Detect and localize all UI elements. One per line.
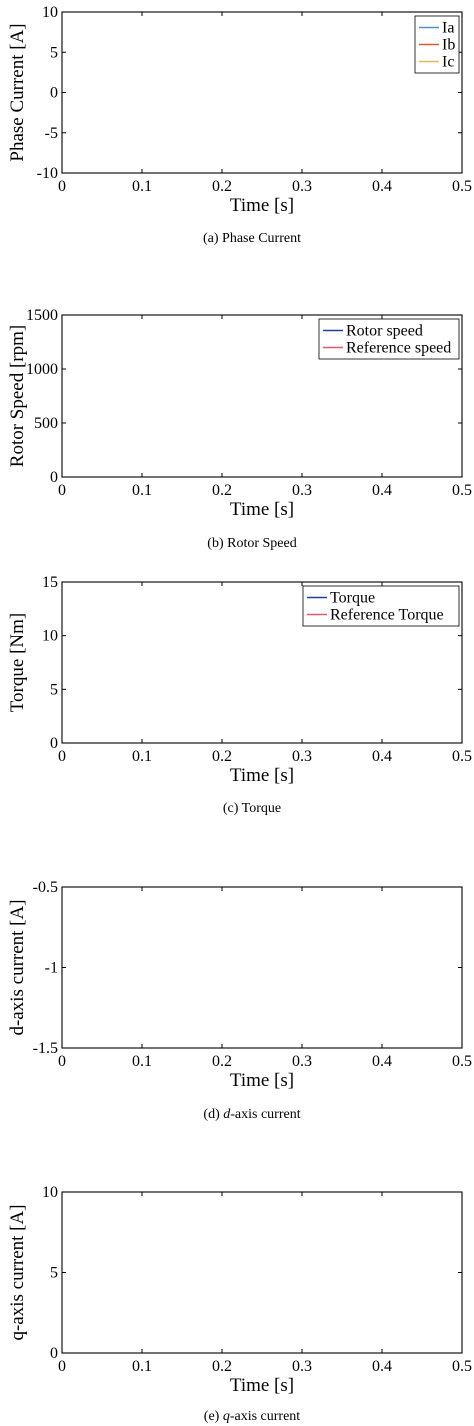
y-tick-label: 10: [42, 1184, 58, 1201]
x-tick-label: 0.5: [452, 1053, 472, 1070]
chart-panel-3: 0 0.1 0.2 0.3 0.4 0.5 0 5 10 15 Time [s] Torque [Nm…: [7, 574, 472, 816]
plot-frame: [61, 886, 463, 1049]
x-tick-label: 0.4: [372, 1053, 392, 1070]
x-tick-label: 0.1: [132, 748, 152, 765]
x-tick-label: 0: [58, 1053, 66, 1070]
x-tick-label: 0.5: [452, 1358, 472, 1375]
x-tick-label: 0.3: [292, 748, 312, 765]
x-axis-label: Time [s]: [230, 499, 294, 520]
caption-italic: d: [223, 1107, 231, 1122]
x-tick-label: 0: [58, 482, 66, 499]
y-tick-label: 10: [42, 628, 58, 645]
caption-prefix: (e): [204, 1409, 223, 1424]
y-tick-label: -1.5: [33, 1040, 58, 1057]
chart-panel-2: 0 0.1 0.2 0.3 0.4 0.5 0 500 1000 1500 Time [s] Roto…: [7, 307, 472, 551]
chart-caption: (c) Torque: [223, 801, 281, 816]
legend-entry: Ib: [442, 37, 455, 54]
caption-suffix: -axis current: [230, 1409, 300, 1424]
y-tick-label: 5: [50, 681, 58, 698]
chart-panel-1: 0 0.1 0.2 0.3 0.4 0.5 -10 -5 0 5 10 Time [s] Phase C…: [7, 4, 472, 246]
x-tick-label: 0: [58, 748, 66, 765]
y-tick-label: 0: [50, 469, 58, 486]
legend-box: [302, 585, 460, 627]
chart-caption: (a) Phase Current: [203, 231, 301, 246]
x-axis-label: Time [s]: [230, 765, 294, 786]
y-tick-label: 0: [50, 1345, 58, 1362]
chart-caption: (e) q-axis current: [204, 1409, 301, 1424]
x-tick-label: 0.3: [292, 482, 312, 499]
caption-suffix: -axis current: [230, 1107, 300, 1122]
x-tick-label: 0.1: [132, 178, 152, 195]
x-axis-label: Time [s]: [230, 195, 294, 216]
y-tick-label: 10: [42, 4, 58, 21]
caption-italic: q: [223, 1409, 230, 1424]
x-axis-label: Time [s]: [230, 1375, 294, 1396]
x-tick-label: 0.4: [372, 178, 392, 195]
x-tick-label: 0.5: [452, 748, 472, 765]
caption-prefix: (d): [203, 1107, 223, 1122]
x-tick-label: 0.5: [452, 178, 472, 195]
x-tick-label: 0.5: [452, 482, 472, 499]
y-tick-label: -0.5: [33, 879, 58, 896]
x-tick-label: 0.3: [292, 1053, 312, 1070]
x-tick-label: 0.2: [212, 748, 232, 765]
y-tick-label: 500: [34, 415, 58, 432]
y-tick-label: 0: [50, 735, 58, 752]
plot-frame: [61, 11, 463, 174]
legend-entry: Ic: [442, 54, 454, 71]
y-tick-label: -10: [37, 165, 58, 182]
x-tick-label: 0.1: [132, 1358, 152, 1375]
y-axis-label: Torque [Nm]: [7, 613, 28, 712]
legend-box: [318, 318, 460, 360]
x-tick-label: 0.3: [292, 1358, 312, 1375]
y-tick-label: -1: [45, 960, 58, 977]
x-tick-label: 0.2: [212, 482, 232, 499]
y-tick-label: 1500: [26, 307, 58, 324]
x-tick-label: 0.1: [132, 482, 152, 499]
legend-entry: Rotor speed: [346, 323, 423, 340]
y-axis-label: Phase Current [A]: [7, 23, 28, 161]
chart-caption: (b) Rotor Speed: [207, 536, 296, 551]
y-tick-label: -5: [45, 125, 58, 142]
legend-entry: Torque: [330, 590, 375, 607]
x-tick-label: 0: [58, 178, 66, 195]
y-tick-label: 5: [50, 44, 58, 61]
legend-entry: Ia: [442, 20, 454, 37]
legend-entry: Reference Torque: [330, 607, 444, 624]
x-tick-label: 0: [58, 1358, 66, 1375]
x-tick-label: 0.4: [372, 748, 392, 765]
y-axis-label: q-axis current [A]: [7, 1204, 28, 1340]
x-tick-label: 0.2: [212, 1053, 232, 1070]
chart-caption: (d) d-axis current: [203, 1107, 300, 1122]
chart-panel-4: 0 0.1 0.2 0.3 0.4 0.5 -1.5 -1 -0.5 Time [s] d-axis…: [7, 879, 472, 1122]
x-tick-label: 0.2: [212, 178, 232, 195]
x-axis-label: Time [s]: [230, 1070, 294, 1091]
x-tick-label: 0.3: [292, 178, 312, 195]
x-tick-label: 0.4: [372, 482, 392, 499]
y-tick-label: 5: [50, 1265, 58, 1282]
y-axis-label: d-axis current [A]: [7, 899, 28, 1035]
plot-frame: [61, 1191, 463, 1354]
legend-entry: Reference speed: [346, 340, 451, 357]
x-tick-label: 0.2: [212, 1358, 232, 1375]
x-tick-label: 0.1: [132, 1053, 152, 1070]
y-tick-label: 15: [42, 574, 58, 591]
y-axis-label: Rotor Speed [rpm]: [7, 325, 28, 467]
y-tick-label: 0: [50, 85, 58, 102]
x-tick-label: 0.4: [372, 1358, 392, 1375]
y-tick-label: 1000: [26, 361, 58, 378]
